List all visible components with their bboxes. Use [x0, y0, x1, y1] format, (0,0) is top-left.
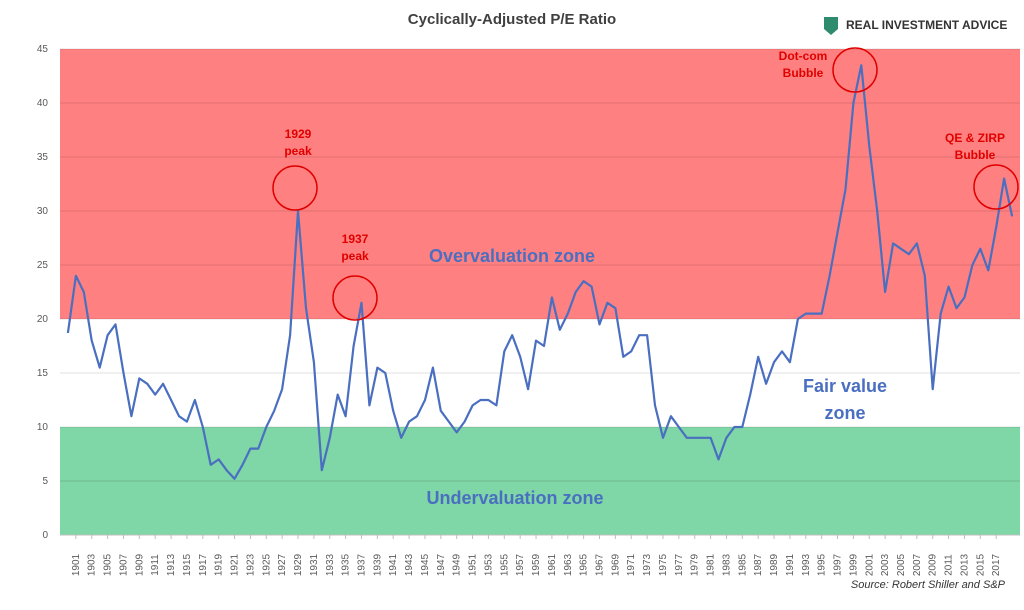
zone-label: zone [824, 403, 865, 423]
x-tick-label: 1963 [563, 553, 574, 576]
x-tick-label: 1991 [785, 553, 796, 576]
zone-band [60, 427, 1020, 535]
y-tick-label: 25 [37, 260, 49, 271]
x-tick-label: 1915 [182, 553, 193, 576]
x-tick-label: 1941 [388, 553, 399, 576]
source: Source: Robert Shiller and S&P [851, 579, 1006, 591]
x-tick-label: 1903 [87, 553, 98, 576]
x-tick-label: 1923 [245, 553, 256, 576]
x-tick-label: 1985 [737, 553, 748, 576]
brand: REAL INVESTMENT ADVICE [846, 18, 1007, 32]
annotation: 1937 [342, 232, 369, 246]
x-tick-label: 1917 [198, 553, 209, 576]
brand-logo [824, 17, 838, 35]
y-tick-label: 30 [37, 206, 49, 217]
annotation: 1929 [285, 127, 312, 141]
x-tick-label: 1913 [166, 553, 177, 576]
x-tick-label: 1995 [817, 553, 828, 576]
x-tick-label: 1957 [515, 553, 526, 576]
x-tick-label: 1997 [833, 553, 844, 576]
x-tick-label: 1921 [230, 553, 241, 576]
y-tick-label: 0 [42, 530, 48, 541]
x-tick-label: 2007 [912, 553, 923, 576]
x-tick-label: 1973 [642, 553, 653, 576]
x-tick-label: 1981 [706, 553, 717, 576]
y-tick-label: 5 [42, 476, 48, 487]
x-tick-label: 1999 [848, 553, 859, 576]
x-tick-label: 1905 [103, 553, 114, 576]
annotation-circle [272, 165, 318, 211]
x-tick-label: 1901 [71, 553, 82, 576]
x-tick-label: 1987 [753, 553, 764, 576]
annotation-circle [832, 47, 878, 93]
x-tick-label: 1969 [610, 553, 621, 576]
x-tick-label: 1919 [214, 553, 225, 576]
x-tick-label: 1925 [261, 553, 272, 576]
x-tick-label: 1945 [420, 553, 431, 576]
x-tick-label: 1909 [134, 553, 145, 576]
x-tick-label: 1935 [341, 553, 352, 576]
x-tick-label: 1911 [150, 554, 161, 576]
x-tick-label: 1943 [404, 553, 415, 576]
y-tick-label: 35 [37, 152, 49, 163]
x-tick-label: 1937 [356, 553, 367, 576]
annotation: peak [341, 249, 369, 263]
annotation: Bubble [783, 66, 824, 80]
x-tick-label: 2015 [975, 553, 986, 576]
x-tick-label: 1977 [674, 553, 685, 576]
x-tick-label: 1983 [721, 553, 732, 576]
x-tick-label: 1951 [468, 553, 479, 576]
x-tick-label: 1953 [483, 553, 494, 576]
chart-title: Cyclically-Adjusted P/E Ratio [408, 11, 616, 28]
x-tick-label: 2011 [944, 554, 955, 576]
x-tick-label: 1961 [547, 553, 558, 576]
zone-band [60, 49, 1020, 319]
x-tick-label: 1929 [293, 553, 304, 576]
x-tick-label: 1979 [690, 553, 701, 576]
y-tick-label: 20 [37, 314, 49, 325]
x-tick-label: 1949 [452, 553, 463, 576]
x-tick-label: 1931 [309, 553, 320, 576]
x-tick-label: 1993 [801, 553, 812, 576]
annotation: QE & ZIRP [945, 131, 1005, 145]
x-tick-label: 1967 [595, 553, 606, 576]
x-tick-label: 1989 [769, 553, 780, 576]
annotation-circle [332, 275, 378, 321]
x-tick-label: 2017 [991, 553, 1002, 576]
cape-line [66, 64, 1014, 480]
x-tick-label: 1927 [277, 553, 288, 576]
x-tick-label: 2009 [928, 553, 939, 576]
annotation: Dot-com [779, 49, 828, 63]
x-tick-label: 1939 [372, 553, 383, 576]
x-tick-label: 1959 [531, 553, 542, 576]
annotation: peak [284, 144, 312, 158]
y-tick-label: 10 [37, 422, 49, 433]
zone-label: Fair value [803, 376, 887, 396]
y-tick-label: 15 [37, 368, 49, 379]
x-tick-label: 1971 [626, 553, 637, 576]
y-tick-label: 40 [37, 98, 49, 109]
x-tick-label: 1975 [658, 553, 669, 576]
x-tick-label: 2003 [880, 553, 891, 576]
annotation-circle [973, 164, 1019, 210]
zone-label: Undervaluation zone [426, 488, 603, 508]
x-tick-label: 1947 [436, 553, 447, 576]
x-tick-label: 1933 [325, 553, 336, 576]
x-tick-label: 2013 [959, 553, 970, 576]
zone-band [60, 319, 1020, 427]
x-tick-label: 1955 [499, 553, 510, 576]
x-tick-label: 1965 [579, 553, 590, 576]
y-tick-label: 45 [37, 44, 49, 55]
x-tick-label: 1907 [118, 553, 129, 576]
x-tick-label: 2001 [864, 553, 875, 576]
zone-label: Overvaluation zone [429, 246, 595, 266]
annotation: Bubble [955, 148, 996, 162]
x-tick-label: 2005 [896, 553, 907, 576]
